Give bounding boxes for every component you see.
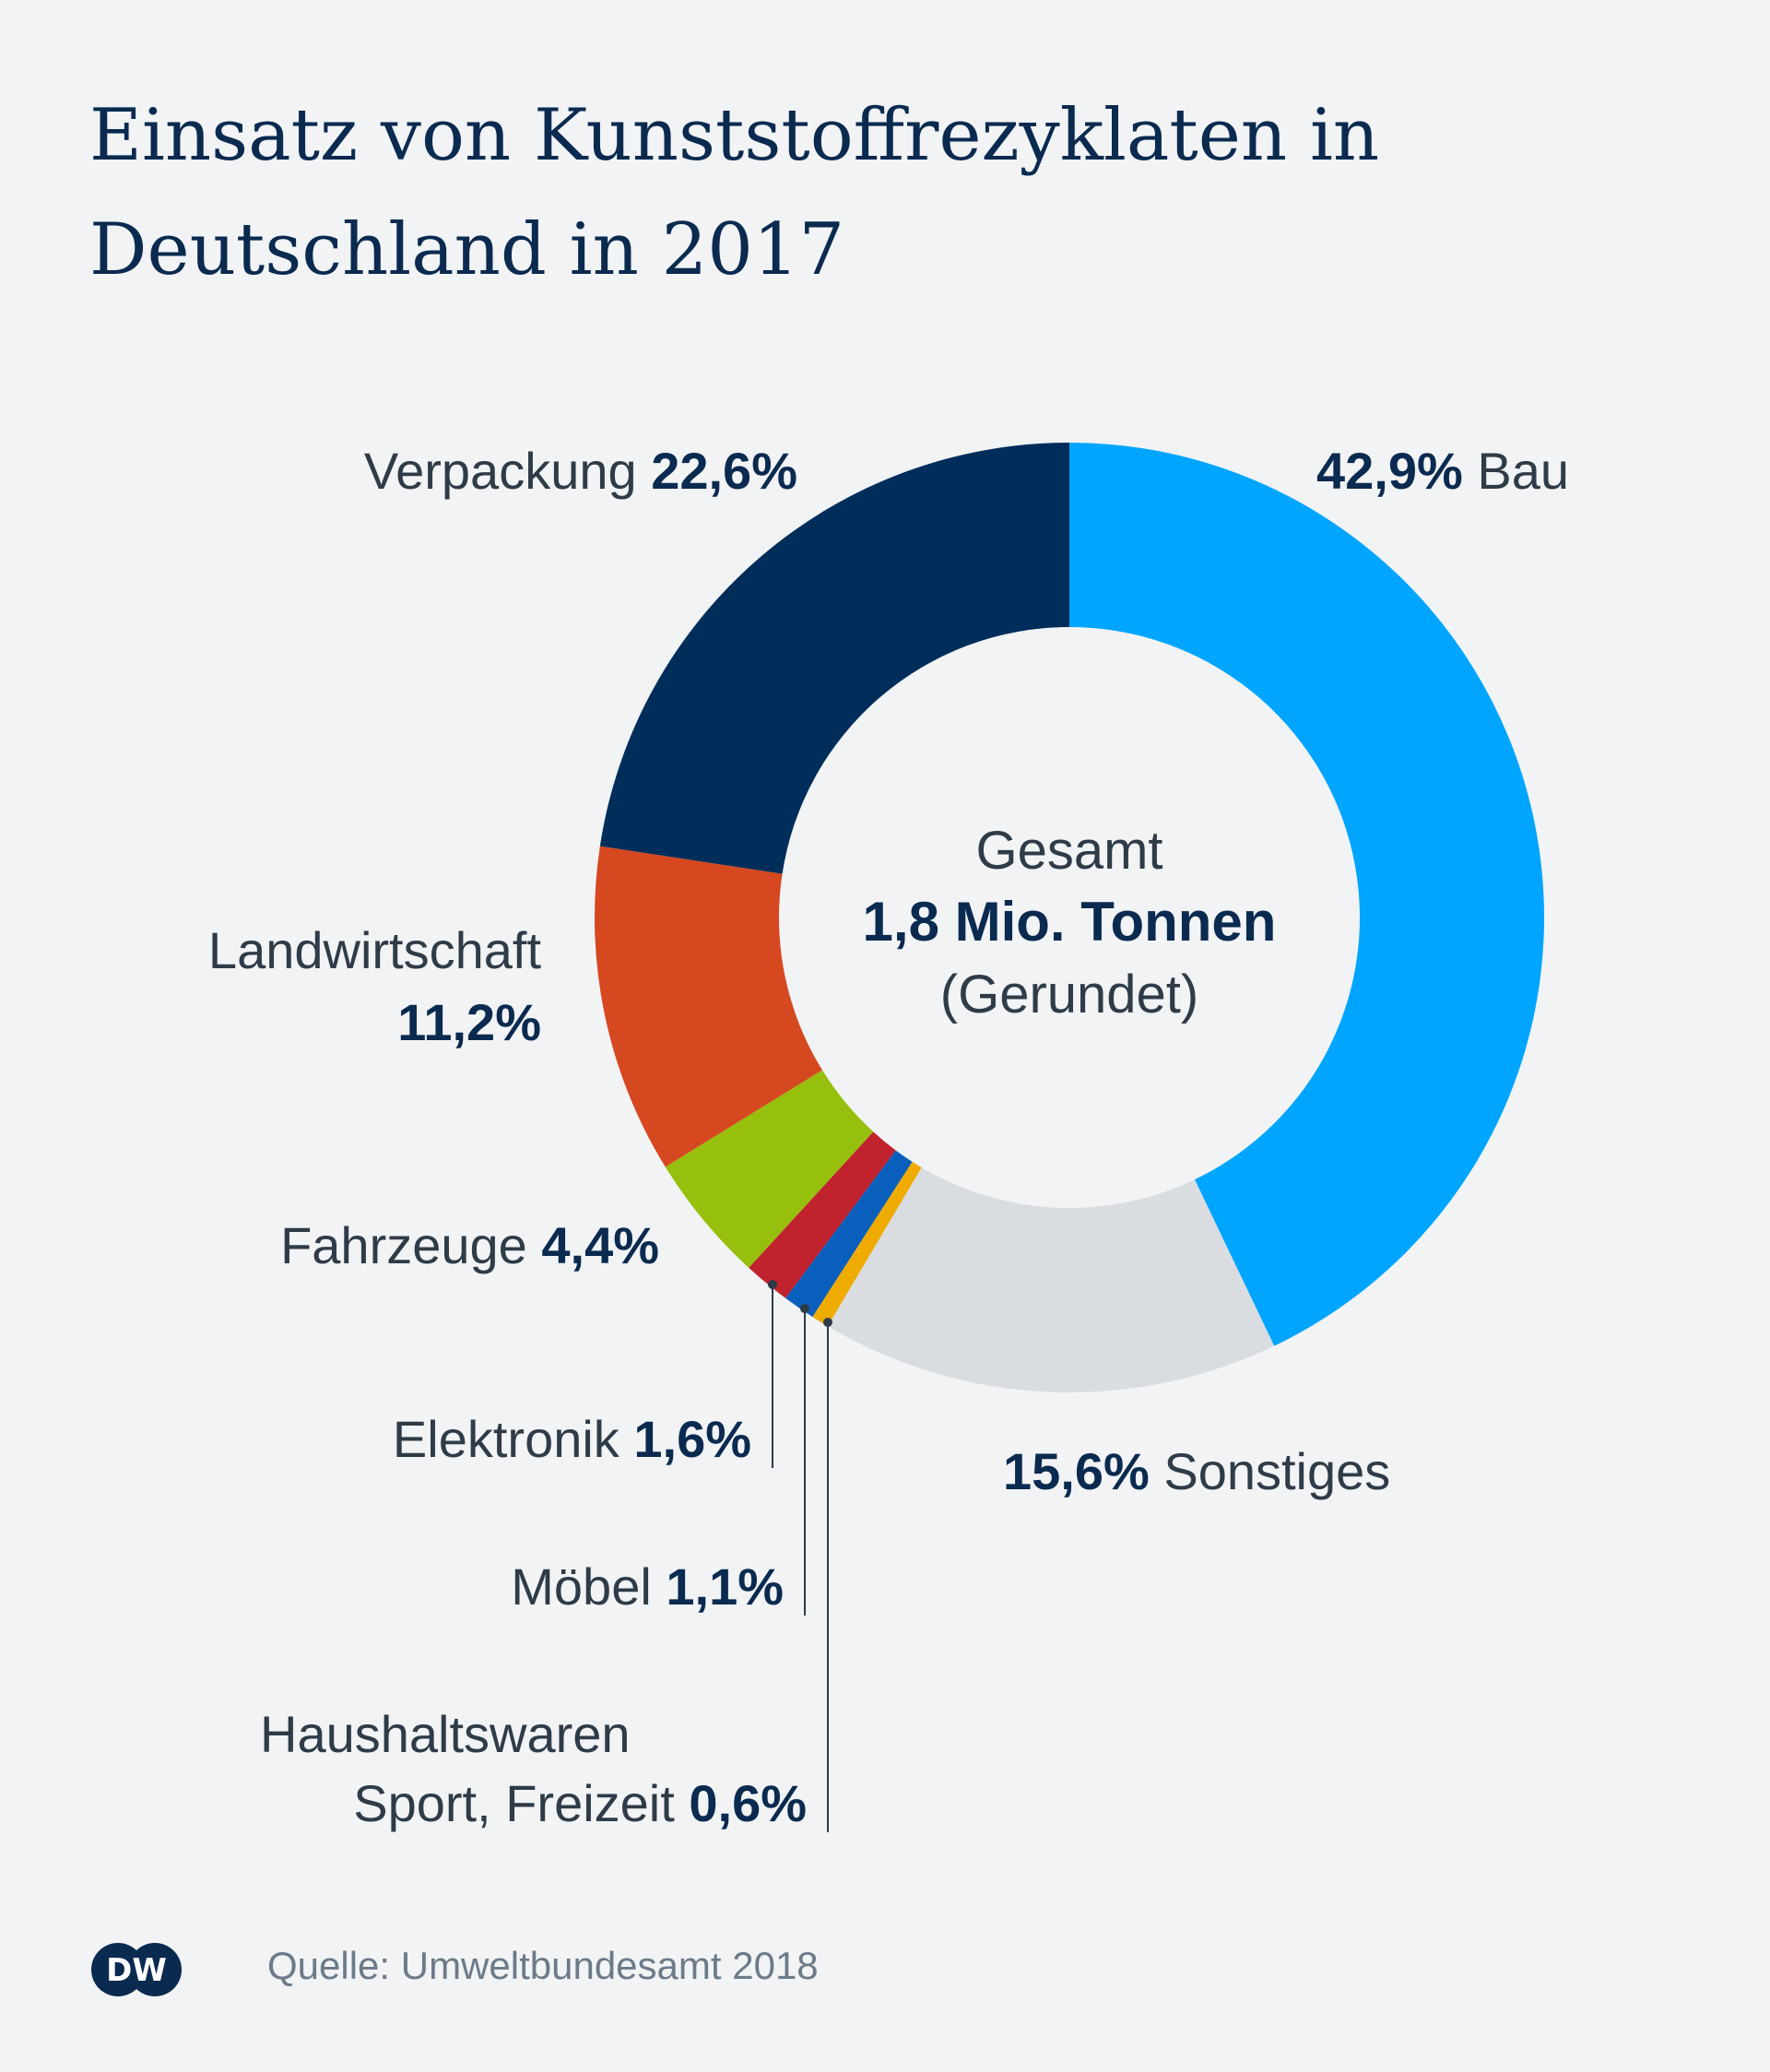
dw-logo: DW xyxy=(88,1940,184,2004)
center-total: 1,8 Mio. Tonnen xyxy=(863,891,1277,953)
value-verpackung: 22,6% xyxy=(651,442,797,500)
slice-fahrzeuge xyxy=(665,1070,874,1268)
label-sonstiges: 15,6% Sonstiges xyxy=(1003,1442,1390,1500)
center-note: (Gerundet) xyxy=(940,965,1198,1024)
value-haushaltswaren-sport-freizeit: 0,6% xyxy=(689,1774,807,1832)
leader-dot-haushaltswaren-sport-freizeit xyxy=(823,1318,832,1328)
label-landwirtschaft: Landwirtschaft xyxy=(208,921,542,979)
slice-verpackung xyxy=(599,443,1069,874)
label-verpackung: Verpackung 22,6% xyxy=(364,442,797,500)
value-möbel: 1,1% xyxy=(666,1557,784,1616)
leader-dot-möbel xyxy=(800,1304,809,1314)
slice-sonstiges xyxy=(827,1167,1275,1392)
slice-elektronik xyxy=(749,1131,896,1298)
label-fahrzeuge: Fahrzeuge 4,4% xyxy=(280,1216,659,1274)
value-fahrzeuge: 4,4% xyxy=(541,1216,659,1274)
source-note: Quelle: Umweltbundesamt 2018 xyxy=(267,1944,819,1987)
label-elektronik: Elektronik 1,6% xyxy=(393,1410,751,1468)
chart-title: Einsatz von Kunststoffrezyklaten in Deut… xyxy=(89,94,1380,291)
slice-haushaltswaren-sport-freizeit xyxy=(812,1161,922,1327)
label-möbel: Möbel 1,1% xyxy=(511,1557,784,1616)
label-haushaltswaren-sport-freizeit: Haushaltswaren xyxy=(260,1705,631,1763)
logo-text: DW xyxy=(106,1952,167,1989)
value-elektronik: 1,6% xyxy=(633,1410,751,1468)
label-bau: 42,9% Bau xyxy=(1316,442,1569,500)
value-bau: 42,9% xyxy=(1316,442,1463,500)
slice-bau xyxy=(1069,443,1545,1346)
slice-landwirtschaft xyxy=(595,846,822,1167)
slice-möbel xyxy=(785,1150,913,1318)
label-haushaltswaren-sport-freizeit-line2: Sport, Freizeit 0,6% xyxy=(353,1774,807,1832)
leader-dot-elektronik xyxy=(768,1279,777,1289)
value-sonstiges: 15,6% xyxy=(1003,1442,1150,1500)
center-label: Gesamt xyxy=(975,821,1162,881)
value-landwirtschaft: 11,2% xyxy=(397,993,541,1051)
